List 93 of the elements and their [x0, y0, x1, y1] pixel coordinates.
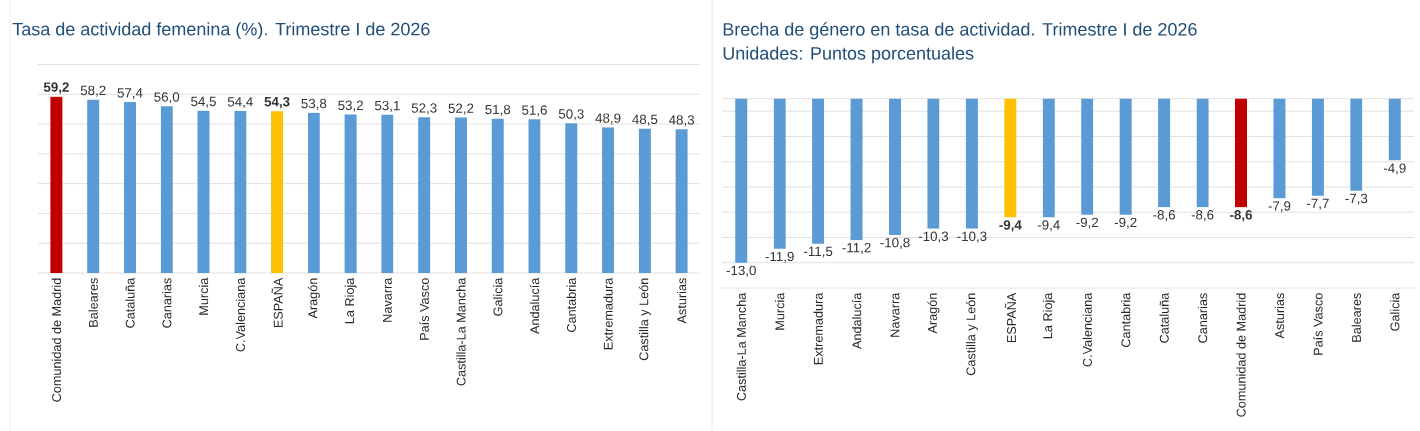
x-tick-label: País Vasco: [1313, 293, 1323, 355]
bar: [418, 117, 431, 273]
data-label: 56,0: [154, 92, 180, 104]
data-label: 48,9: [595, 113, 621, 125]
data-label: 59,2: [43, 82, 69, 94]
data-label: -9,4: [999, 220, 1022, 232]
x-tick-label: Castilla-La Mancha: [456, 277, 466, 386]
chart-title: Brecha de género en tasa de actividad. Trimestre I de 2026: [723, 22, 1197, 40]
data-label: 48,5: [632, 114, 658, 126]
bar: [271, 111, 284, 273]
x-tick-label: Murcia: [198, 277, 209, 315]
bar: [528, 119, 541, 273]
x-tick-label: Aragón: [927, 293, 940, 334]
data-label: -11,2: [842, 242, 871, 254]
x-tick-label: Canarias: [162, 278, 172, 328]
chart-subtitle: Unidades: Puntos porcentuales: [723, 46, 974, 64]
x-tick-label: ESPAÑA: [271, 277, 283, 328]
x-tick-label: Navarra: [382, 277, 392, 322]
x-tick-label: ESPAÑA: [1004, 292, 1016, 343]
x-tick-label: Galicia: [493, 277, 503, 316]
x-tick-label: Asturias: [676, 278, 687, 324]
data-label: -11,9: [765, 251, 794, 263]
data-label: 53,1: [374, 100, 400, 112]
bar: [675, 129, 688, 273]
data-label: -7,3: [1345, 193, 1368, 205]
x-tick-label: Comunidad de Madrid: [51, 278, 62, 402]
data-label: -4,9: [1383, 163, 1406, 175]
bar: [197, 110, 210, 273]
data-label: -9,4: [1037, 220, 1060, 232]
x-tick-label: Galicia: [1390, 292, 1400, 331]
data-label: -7,9: [1268, 201, 1291, 213]
bar: [454, 117, 467, 273]
x-tick-label: Asturias: [1274, 293, 1285, 339]
bar: [234, 110, 247, 273]
x-tick-label: Cantabria: [1121, 292, 1131, 347]
data-label: 57,4: [117, 88, 143, 100]
bar: [123, 102, 136, 273]
x-tick-label: Extremadura: [603, 277, 613, 350]
data-label: 53,8: [301, 98, 327, 110]
data-label: 54,4: [227, 97, 253, 109]
x-tick-label: La Rioja: [344, 277, 357, 324]
x-tick-label: Navarra: [890, 292, 900, 337]
x-tick-label: Castilla y León: [965, 293, 978, 376]
bar: [565, 123, 578, 273]
data-label: -10,3: [918, 231, 949, 243]
x-tick-label: Cataluña: [1159, 292, 1169, 343]
bar: [602, 127, 615, 273]
bar: [491, 118, 504, 273]
data-label: 54,3: [264, 96, 290, 109]
x-tick-label: Andalucía: [851, 292, 862, 350]
x-tick-label: Comunidad de Madrid: [1236, 293, 1246, 417]
x-tick-label: C.Valenciana: [235, 277, 245, 352]
x-tick-label: Andalucía: [529, 277, 540, 335]
x-tick-label: C.Valenciana: [1082, 292, 1092, 367]
x-tick-label: Castilla y León: [638, 278, 651, 361]
x-tick-label: Aragón: [307, 278, 320, 319]
x-tick-label: Cantabria: [566, 277, 576, 332]
data-label: -11,5: [804, 246, 833, 258]
bar: [160, 106, 173, 273]
bar: [50, 96, 63, 273]
data-label: -7,7: [1306, 198, 1329, 210]
data-label: -10,3: [957, 231, 987, 243]
x-tick-label: Castilla-La Mancha: [736, 292, 746, 401]
bar: [87, 99, 100, 273]
data-label: 51,8: [485, 104, 511, 116]
data-label: -10,8: [880, 237, 910, 249]
data-label: 50,3: [558, 109, 584, 121]
data-label: 53,2: [338, 100, 363, 112]
data-label: -9,2: [1114, 217, 1137, 229]
x-tick-label: Canarias: [1197, 293, 1208, 343]
data-label: -8,6: [1230, 210, 1253, 222]
data-label: 58,2: [80, 85, 106, 97]
data-label: -9,2: [1076, 217, 1099, 229]
data-label: 52,2: [448, 103, 474, 115]
x-tick-label: Cataluña: [125, 277, 135, 328]
bar: [638, 128, 651, 273]
data-label: -13,0: [726, 265, 756, 277]
x-tick-label: País Vasco: [419, 278, 429, 340]
data-label: 51,6: [522, 105, 547, 117]
data-label: 52,3: [411, 103, 437, 115]
x-tick-label: Baleares: [88, 278, 98, 327]
data-label: -8,6: [1191, 210, 1214, 222]
bar: [307, 112, 320, 273]
data-label: 54,5: [191, 96, 216, 108]
chart-title: Tasa de actividad femenina (%). Trimestre I de 2026: [12, 22, 430, 40]
data-label: 48,3: [668, 115, 695, 127]
bar: [381, 114, 394, 273]
data-label: -8,6: [1153, 210, 1176, 222]
x-tick-label: La Rioja: [1042, 292, 1055, 339]
bar: [344, 114, 357, 273]
x-tick-label: Murcia: [775, 292, 785, 330]
x-tick-label: Extremadura: [813, 292, 823, 365]
x-tick-label: Baleares: [1351, 293, 1361, 342]
